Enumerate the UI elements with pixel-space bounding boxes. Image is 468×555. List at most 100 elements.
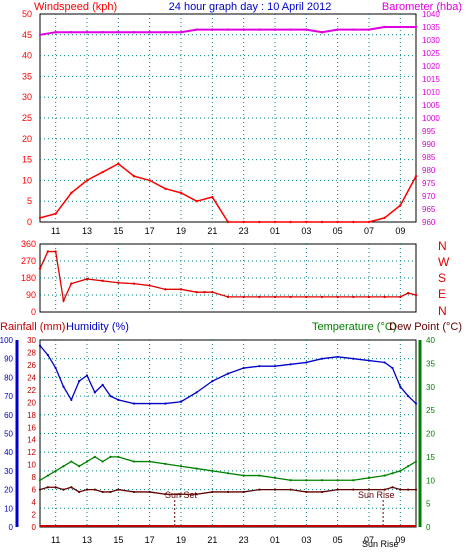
temperature-point <box>391 472 394 475</box>
humidity-point <box>383 361 386 364</box>
dewpoint-point <box>85 488 89 491</box>
temperature-point <box>93 455 96 458</box>
barometer-point <box>367 28 371 31</box>
windspeed-point <box>399 204 402 207</box>
barometer-tick-label: 970 <box>422 192 436 201</box>
wind-direction-point <box>336 295 339 299</box>
x-tick-label: 19 <box>176 535 186 545</box>
wind-direction-point <box>258 295 261 299</box>
rainfall-tick-label: 28 <box>27 348 36 357</box>
wind-direction-point <box>242 295 245 299</box>
wind-direction-point <box>38 267 42 270</box>
wind-dir-label-n-top: N <box>438 239 447 253</box>
wind-direction-point <box>383 295 386 299</box>
barometer-point <box>211 28 214 31</box>
windspeed-point <box>352 220 355 224</box>
windspeed-point <box>117 162 120 165</box>
x-tick-label: 03 <box>301 226 311 236</box>
dewpoint-point <box>46 486 49 489</box>
dewpoint-point <box>226 490 230 494</box>
barometer-tick-label: 1030 <box>422 36 440 45</box>
wind-direction-point <box>352 295 355 299</box>
humidity-point <box>399 385 402 388</box>
windspeed-tick-label: 25 <box>22 113 32 123</box>
temperature-point <box>289 479 292 482</box>
humidity-point <box>320 357 324 360</box>
barometer-tick-label: 985 <box>422 153 436 162</box>
barometer-point <box>273 28 277 31</box>
wind-direction-point <box>273 295 277 299</box>
windspeed-point <box>38 216 42 220</box>
temperature-axis-title: Temperature (°C) <box>312 321 396 333</box>
windspeed-tick-label: 35 <box>22 71 32 81</box>
x-tick-label: 01 <box>270 535 280 545</box>
x-tick-label: 09 <box>395 535 405 545</box>
windspeed-point <box>273 220 277 224</box>
temperature-point <box>211 469 214 472</box>
wind-direction-point <box>62 299 65 302</box>
sunrise-tick-label: Sun Rise <box>362 539 399 549</box>
temperature-point <box>132 460 136 463</box>
barometer-point <box>85 31 89 34</box>
temperature-point <box>273 476 277 480</box>
wind-direction-point <box>305 295 308 299</box>
humidity-point <box>78 380 81 383</box>
humidity-line <box>39 345 417 405</box>
x-tick-label: 21 <box>207 535 217 545</box>
humidity-tick-label: 50 <box>4 430 13 439</box>
temperature-point <box>164 462 167 465</box>
barometer-tick-label: 1010 <box>422 88 440 97</box>
x-tick-label: 13 <box>82 226 92 236</box>
dewpoint-point <box>383 488 386 491</box>
windspeed-tick-label: 50 <box>22 9 32 19</box>
humidity-tick-label: 70 <box>4 392 13 401</box>
dewpoint-point <box>109 490 112 494</box>
wind-direction-panel: 0 90 180 270 360 <box>21 239 418 317</box>
wind-direction-point <box>148 284 151 287</box>
humidity-point <box>367 359 371 362</box>
barometer-point <box>336 28 339 31</box>
barometer-point <box>101 31 104 34</box>
humidity-temperature-panel: 0102030405060708090100024681012141618202… <box>0 336 435 545</box>
x-tick-label: 23 <box>239 226 249 236</box>
windspeed-point <box>70 191 73 195</box>
barometer-tick-label: 975 <box>422 179 436 188</box>
humidity-point <box>407 395 410 398</box>
temperature-point <box>78 465 81 468</box>
dewpoint-point <box>242 490 245 494</box>
barometer-point <box>226 28 230 31</box>
barometer-tick-label: 1015 <box>422 75 440 84</box>
barometer-tick-label: 965 <box>422 205 436 214</box>
barometer-point <box>179 31 183 34</box>
x-tick-label: 19 <box>176 226 186 236</box>
windspeed-tick-label: 10 <box>22 175 32 185</box>
dewpoint-point <box>38 488 42 491</box>
wind-direction-point <box>203 290 206 294</box>
temperature-tick-label: 10 <box>426 476 435 485</box>
x-tick-label: 07 <box>364 226 374 236</box>
windspeed-point <box>305 220 308 224</box>
barometer-point <box>352 28 355 31</box>
wind-direction-point <box>399 295 402 299</box>
temperature-point <box>414 460 418 463</box>
barometer-point <box>383 25 386 29</box>
humidity-axis-title: Humidity (%) <box>66 321 129 333</box>
humidity-point <box>242 366 245 370</box>
x-tick-label: 15 <box>113 226 123 236</box>
barometer-point <box>164 31 167 34</box>
barometer-point <box>242 28 245 31</box>
temperature-point <box>226 472 230 475</box>
rainfall-tick-label: 30 <box>27 336 36 345</box>
rainfall-tick-label: 14 <box>27 436 36 445</box>
barometer-tick-label: 980 <box>422 166 436 175</box>
windspeed-point <box>414 175 418 178</box>
wind-direction-point <box>101 279 104 283</box>
direction-tick-label: 0 <box>31 307 36 317</box>
dewpoint-point <box>195 493 198 496</box>
rainfall-tick-label: 18 <box>27 411 36 420</box>
temperature-point <box>320 479 324 482</box>
windspeed-tick-label: 45 <box>22 30 32 40</box>
dewpoint-point <box>78 490 81 494</box>
temperature-point <box>148 460 151 463</box>
dewpoint-point <box>407 488 410 491</box>
